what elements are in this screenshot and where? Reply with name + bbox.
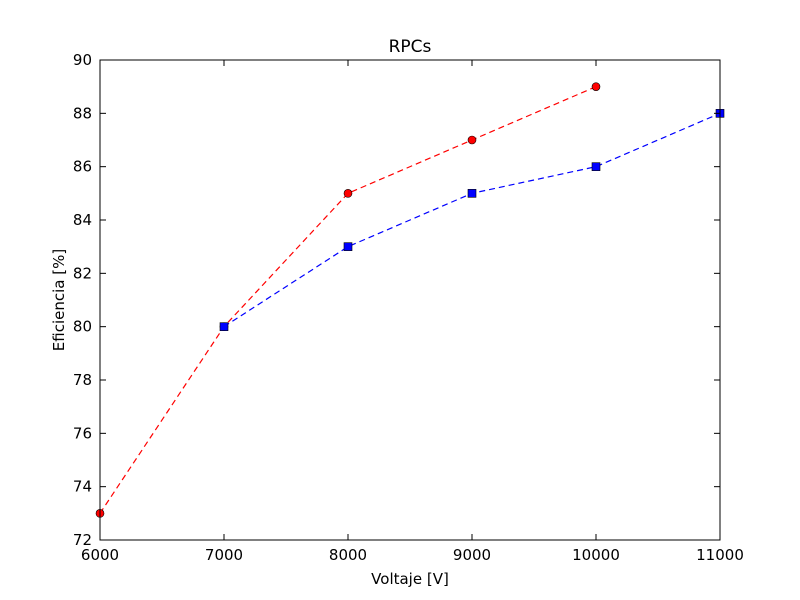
x-tick-label: 10000 (572, 546, 620, 564)
x-tick-label: 9000 (453, 546, 491, 564)
series-0-line (99, 86, 597, 514)
series-0-point (467, 135, 477, 145)
x-axis-label: Voltaje [V] (371, 570, 449, 588)
series-1-line (223, 112, 721, 328)
series-0-point (591, 82, 601, 91)
series-1-point (219, 322, 229, 331)
y-tick-label: 86 (73, 158, 92, 176)
y-tick-label: 74 (73, 478, 92, 496)
plot-area: 6000 7000 8000 9000 10000 11000 72 74 76 78 80 82 84… (73, 51, 744, 564)
y-tick-label: 72 (73, 531, 92, 549)
x-tick-label: 6000 (81, 546, 119, 564)
y-tick-label: 76 (73, 424, 92, 442)
y-tick-label: 88 (73, 104, 92, 122)
x-tick-label: 8000 (329, 546, 367, 564)
x-tick-label: 7000 (205, 546, 243, 564)
y-tick-label: 80 (73, 318, 92, 336)
y-axis-label: Eficiencia [%] (50, 249, 68, 351)
x-tick-label: 11000 (696, 546, 744, 564)
series-1-point (467, 189, 477, 198)
chart-title: RPCs (389, 37, 432, 57)
y-tick-label: 84 (73, 211, 92, 229)
y-tick-label: 82 (73, 264, 92, 282)
y-tick-label: 78 (73, 371, 92, 389)
y-tick-label: 90 (73, 51, 92, 69)
series-0-point (343, 189, 353, 198)
series-1-point (343, 242, 353, 251)
plot-frame (99, 59, 721, 541)
series-1-point (591, 162, 601, 171)
